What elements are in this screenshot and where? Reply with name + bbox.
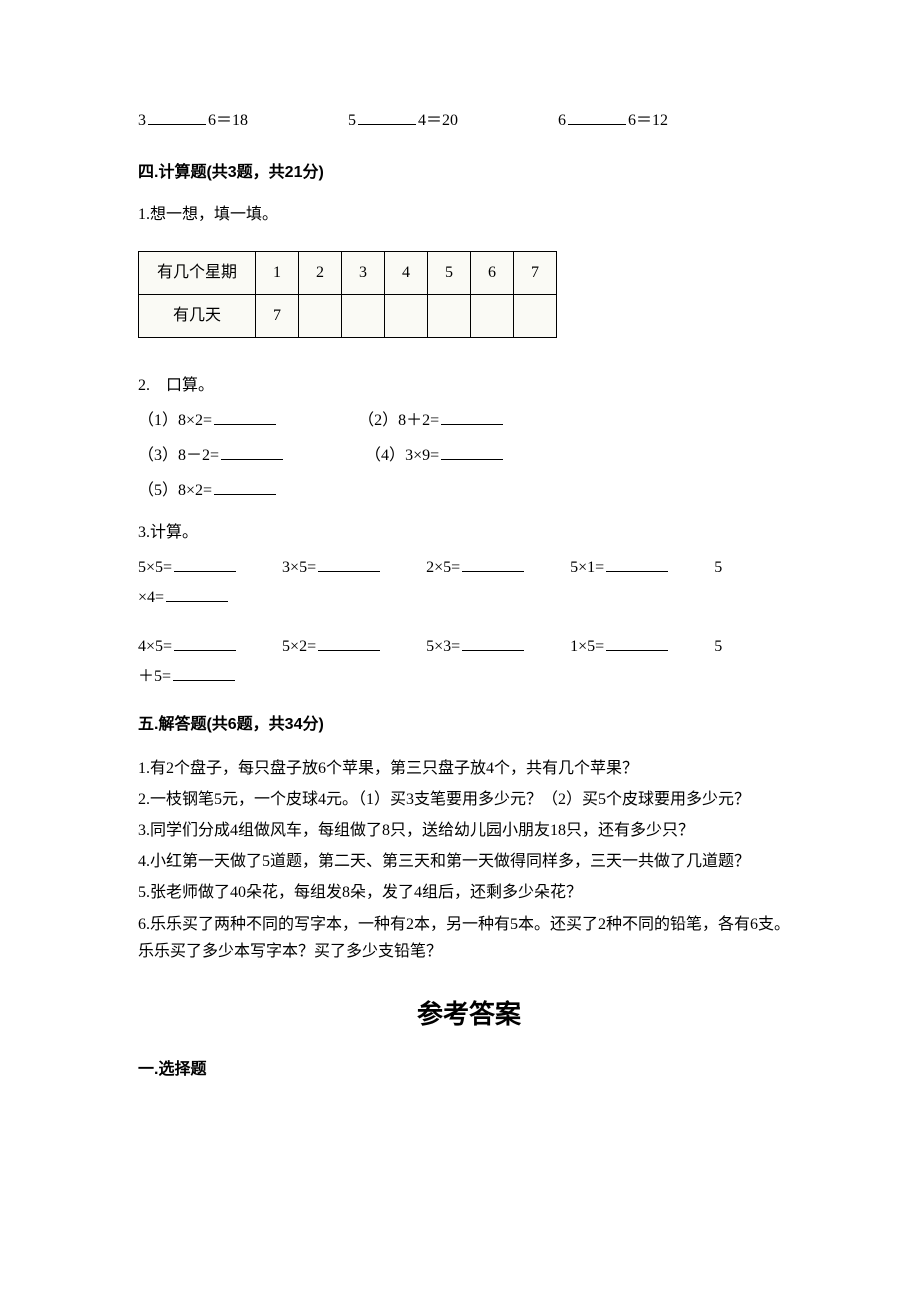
blank[interactable] (173, 664, 235, 681)
days-cell[interactable] (299, 295, 342, 338)
days-cell[interactable] (471, 295, 514, 338)
equation-row: 3 6＝18 5 4＝20 6 6＝12 (138, 108, 800, 133)
section4-heading: 四.计算题(共3题，共21分) (138, 161, 800, 185)
answers-title: 参考答案 (138, 995, 800, 1034)
q2-4-expr: 3×9= (405, 447, 439, 464)
blank[interactable] (148, 108, 206, 125)
q2-3-expr: 8－2= (178, 447, 219, 464)
q2-item-3: （3）8－2= (138, 443, 285, 468)
q3-r2-1: 4×5= (138, 638, 172, 655)
weeks-cell: 3 (342, 252, 385, 295)
q2-row3: （5）8×2= (138, 478, 800, 503)
blank[interactable] (441, 408, 503, 425)
q3-row2: 4×5= 5×2= 5×3= 1×5= 5 ＋5= (138, 632, 800, 693)
q3-r1-5: 5 (714, 559, 722, 576)
weeks-cell: 2 (299, 252, 342, 295)
equation-3: 6 6＝12 (558, 108, 668, 133)
blank[interactable] (441, 443, 503, 460)
q3-r1-2: 3×5= (282, 559, 316, 576)
q3-r2-5: 5 (714, 638, 722, 655)
eq3-rhs: 6＝12 (628, 112, 668, 129)
blank[interactable] (221, 443, 283, 460)
blank[interactable] (318, 555, 380, 572)
eq3-lhs: 6 (558, 112, 566, 129)
section5-questions: 1.有2个盘子，每只盘子放6个苹果，第三只盘子放4个，共有几个苹果？ 2.一枝钢… (138, 755, 800, 965)
weeks-cell: 6 (471, 252, 514, 295)
q2-5-expr: 8×2= (178, 482, 212, 499)
q2-item-4: （4）3×9= (365, 443, 505, 468)
q2-row1: （1）8×2= （2）8＋2= (138, 408, 800, 433)
q3-r2-4: 1×5= (570, 638, 604, 655)
page: 3 6＝18 5 4＝20 6 6＝12 四.计算题(共3题，共21分) 1.想一想，… (0, 0, 920, 1302)
weeks-cell: 1 (256, 252, 299, 295)
q2-item-5: （5）8×2= (138, 478, 278, 503)
blank[interactable] (462, 555, 524, 572)
q2-3-n: （3） (138, 447, 178, 464)
q3-r2-3: 5×3= (426, 638, 460, 655)
q3-row1: 5×5= 3×5= 2×5= 5×1= 5 ×4= (138, 553, 800, 614)
blank[interactable] (214, 408, 276, 425)
section1-ans-heading: 一.选择题 (138, 1058, 800, 1082)
q2-item-1: （1）8×2= (138, 408, 278, 433)
q5-1: 1.有2个盘子，每只盘子放6个苹果，第三只盘子放4个，共有几个苹果？ (138, 755, 800, 782)
q2-item-2: （2）8＋2= (358, 408, 505, 433)
blank[interactable] (318, 634, 380, 651)
q3-r2-wrap: ＋5= (138, 668, 171, 685)
section5-heading: 五.解答题(共6题，共34分) (138, 713, 800, 737)
blank[interactable] (166, 585, 228, 602)
eq1-lhs: 3 (138, 112, 146, 129)
blank[interactable] (358, 108, 416, 125)
q5-4: 4.小红第一天做了5道题，第二天、第三天和第一天做得同样多，三天一共做了几道题？ (138, 848, 800, 875)
equation-1: 3 6＝18 (138, 108, 248, 133)
weeks-cell: 7 (514, 252, 557, 295)
blank[interactable] (174, 555, 236, 572)
table-row: 有几天 7 (139, 295, 557, 338)
q2-1-expr: 8×2= (178, 412, 212, 429)
q2-2-n: （2） (358, 412, 398, 429)
q3-r1-wrap: ×4= (138, 589, 164, 606)
q1-label: 1.想一想，填一填。 (138, 203, 800, 227)
row1-label: 有几个星期 (139, 252, 256, 295)
row2-label: 有几天 (139, 295, 256, 338)
blank[interactable] (174, 634, 236, 651)
days-cell[interactable] (385, 295, 428, 338)
equation-2: 5 4＝20 (348, 108, 458, 133)
blank[interactable] (214, 478, 276, 495)
q2-1-n: （1） (138, 412, 178, 429)
weeks-cell: 5 (428, 252, 471, 295)
q3-r1-4: 5×1= (570, 559, 604, 576)
weeks-table: 有几个星期 1 2 3 4 5 6 7 有几天 7 (138, 251, 557, 338)
q2-4-n: （4） (365, 447, 405, 464)
q3-r2-2: 5×2= (282, 638, 316, 655)
q3-label: 3.计算。 (138, 521, 800, 545)
q2-label: 2. 口算。 (138, 374, 800, 398)
q5-2: 2.一枝钢笔5元，一个皮球4元。（1）买3支笔要用多少元？（2）买5个皮球要用多… (138, 786, 800, 813)
blank[interactable] (462, 634, 524, 651)
q2-2-expr: 8＋2= (398, 412, 439, 429)
table-row: 有几个星期 1 2 3 4 5 6 7 (139, 252, 557, 295)
q5-3: 3.同学们分成4组做风车，每组做了8只，送给幼儿园小朋友18只，还有多少只？ (138, 817, 800, 844)
weeks-cell: 4 (385, 252, 428, 295)
days-cell: 7 (256, 295, 299, 338)
days-cell[interactable] (428, 295, 471, 338)
q2-row2: （3）8－2= （4）3×9= (138, 443, 800, 468)
eq1-rhs: 6＝18 (208, 112, 248, 129)
eq2-lhs: 5 (348, 112, 356, 129)
q5-6: 6.乐乐买了两种不同的写字本，一种有2本，另一种有5本。还买了2种不同的铅笔，各… (138, 911, 800, 965)
blank[interactable] (568, 108, 626, 125)
q3-r1-1: 5×5= (138, 559, 172, 576)
blank[interactable] (606, 555, 668, 572)
blank[interactable] (606, 634, 668, 651)
days-cell[interactable] (342, 295, 385, 338)
eq2-rhs: 4＝20 (418, 112, 458, 129)
days-cell[interactable] (514, 295, 557, 338)
q2-5-n: （5） (138, 482, 178, 499)
weeks-table-wrap: 有几个星期 1 2 3 4 5 6 7 有几天 7 (138, 251, 800, 338)
q5-5: 5.张老师做了40朵花，每组发8朵，发了4组后，还剩多少朵花？ (138, 879, 800, 906)
q3-r1-3: 2×5= (426, 559, 460, 576)
